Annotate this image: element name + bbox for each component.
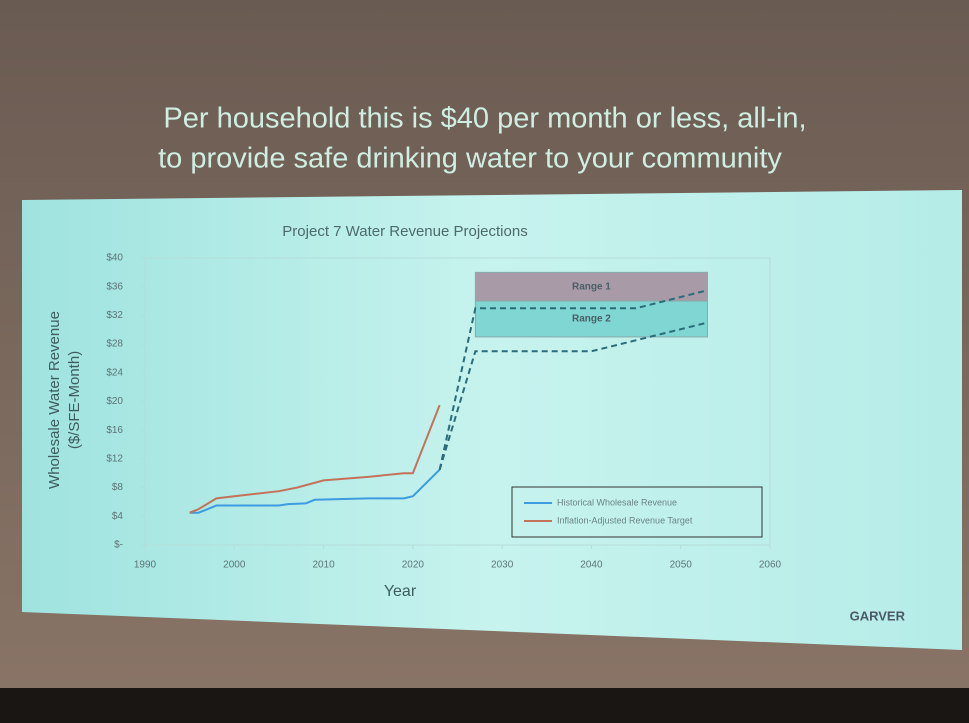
slide-title: Per household this is $40 per month or l… — [163, 103, 806, 135]
range-label: Range 2 — [572, 314, 611, 325]
y-tick-label: $24 — [106, 367, 123, 378]
x-tick-label: 2040 — [580, 560, 603, 571]
y-axis-label: ($/SFE-Month) — [66, 351, 83, 449]
chart-slide — [22, 190, 962, 650]
x-tick-label: 2000 — [223, 560, 246, 571]
logo: GARVER — [850, 608, 906, 623]
y-tick-label: $12 — [106, 454, 123, 465]
x-axis-label: Year — [384, 583, 417, 600]
y-tick-label: $36 — [106, 281, 123, 292]
x-tick-label: 2030 — [491, 560, 514, 571]
y-tick-label: $28 — [106, 339, 123, 350]
screen: Per household this is $40 per month or l… — [0, 0, 969, 723]
legend-label: Historical Wholesale Revenue — [557, 497, 677, 507]
range-label: Range 1 — [572, 281, 611, 292]
y-tick-label: $32 — [106, 310, 123, 321]
y-axis-label: Wholesale Water Revenue — [46, 311, 63, 489]
y-tick-label: $8 — [112, 482, 124, 493]
y-tick-label: $- — [114, 540, 123, 551]
x-tick-label: 2060 — [759, 560, 782, 571]
slide-title: to provide safe drinking water to your c… — [158, 143, 782, 175]
y-tick-label: $16 — [106, 425, 123, 436]
y-tick-label: $40 — [106, 253, 123, 264]
floor-shadow — [0, 688, 969, 723]
x-tick-label: 2010 — [312, 560, 335, 571]
y-tick-label: $20 — [106, 396, 123, 407]
x-tick-label: 2050 — [670, 560, 693, 571]
chart-title: Project 7 Water Revenue Projections — [282, 223, 527, 240]
y-tick-label: $4 — [112, 511, 124, 522]
x-tick-label: 2020 — [402, 560, 425, 571]
x-tick-label: 1990 — [134, 560, 157, 571]
legend-label: Inflation-Adjusted Revenue Target — [557, 515, 693, 525]
